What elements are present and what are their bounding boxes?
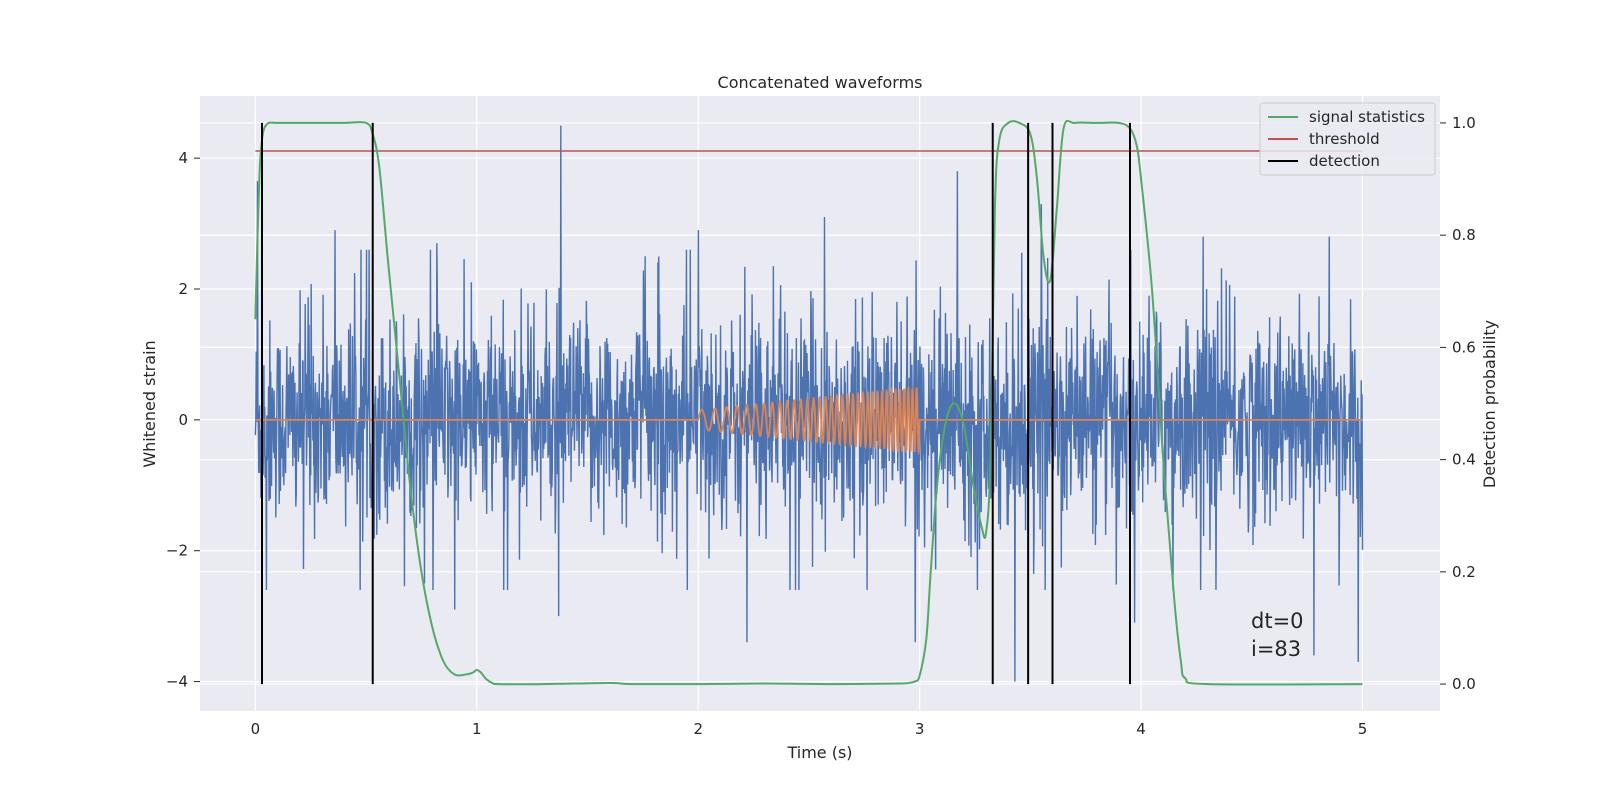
series-injected-waveform: [255, 385, 1363, 456]
chart-title: Concatenated waveforms: [718, 73, 923, 92]
plot-area: [254, 119, 1364, 686]
legend-label-detection: detection: [1309, 152, 1380, 170]
axes: 0 1 2 3 4 5 −4 −2 0 2 4 0.0 0.2 0.4 0.6 0.8 1.0: [166, 114, 1476, 738]
x-tick-label: 5: [1358, 720, 1368, 738]
x-tick-label: 3: [915, 720, 925, 738]
legend-label-signal-statistics: signal statistics: [1309, 108, 1425, 126]
annotation-dt: dt=0: [1251, 609, 1304, 633]
y-tick-label: 0: [178, 411, 188, 429]
y-tick-label-right: 0.6: [1452, 338, 1476, 356]
x-tick-label: 0: [251, 720, 261, 738]
legend-label-threshold: threshold: [1309, 130, 1380, 148]
y-tick-label: 4: [178, 149, 188, 167]
legend: signal statistics threshold detection: [1259, 102, 1436, 176]
y-tick-label: 2: [178, 280, 188, 298]
y-tick-label-right: 0.8: [1452, 226, 1476, 244]
y-tick-label: −2: [166, 542, 188, 560]
y-axis-label: Whitened strain: [140, 340, 159, 467]
y-tick-label: −4: [166, 673, 188, 691]
x-axis-label: Time (s): [786, 743, 852, 762]
x-tick-label: 4: [1136, 720, 1146, 738]
y-tick-label-right: 0.2: [1452, 563, 1476, 581]
y-tick-label-right: 0.0: [1452, 675, 1476, 693]
annotation: dt=0 i=83: [1251, 609, 1304, 661]
series-signal-statistics: [254, 119, 1363, 686]
legend-box: [1259, 102, 1436, 176]
x-tick-label: 1: [472, 720, 482, 738]
series-whitened-strain: [254, 125, 1364, 682]
y-tick-label-right: 0.4: [1452, 451, 1476, 469]
x-tick-label: 2: [693, 720, 703, 738]
y-axis-label-right: Detection probability: [1480, 320, 1499, 488]
annotation-i: i=83: [1251, 637, 1301, 661]
y-tick-label-right: 1.0: [1452, 114, 1476, 132]
